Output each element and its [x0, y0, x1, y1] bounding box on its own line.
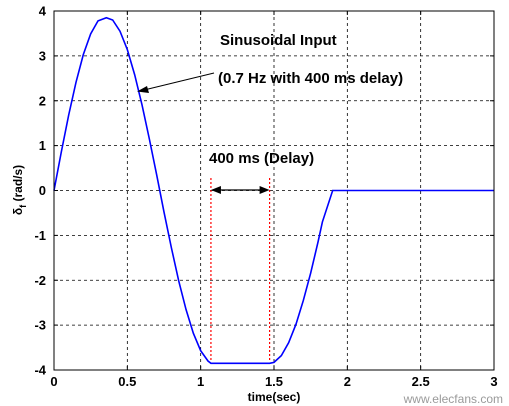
delay-markers: [210, 178, 271, 362]
annotation-arrow-head: [137, 86, 149, 93]
x-tick-label: 0: [50, 374, 57, 389]
x-axis-label: time(sec): [248, 390, 301, 404]
delay-label: 400 ms (Delay): [209, 150, 314, 167]
axes-box: [53, 10, 495, 371]
x-tick-label: 1: [197, 374, 204, 389]
y-axis-label-delta: δ: [11, 208, 25, 215]
y-tick-label: 4: [39, 4, 47, 19]
y-tick-label: 2: [39, 93, 46, 108]
x-tick-label: 3: [490, 374, 497, 389]
x-tick-label: 2: [344, 374, 351, 389]
annotation-arrow-line: [139, 72, 215, 92]
x-tick-label: 2.5: [412, 374, 430, 389]
y-tick-label: -3: [34, 318, 46, 333]
y-tick-label: -4: [34, 363, 46, 378]
y-ticks: 4 3 2 1 0 -1 -2 -3 -4: [34, 4, 494, 378]
delay-arrow-head-right: [259, 186, 270, 194]
y-tick-label: 0: [39, 183, 46, 198]
annotation-title: Sinusoidal Input: [220, 32, 337, 49]
series-line: [53, 16, 494, 365]
annotation-detail: (0.7 Hz with 400 ms delay): [218, 70, 403, 87]
y-tick-label: 1: [39, 138, 46, 153]
x-tick-label: 0.5: [118, 374, 136, 389]
delay-arrow-head-left: [210, 186, 221, 194]
y-tick-label: 3: [39, 48, 46, 63]
y-axis-label: δf (rad/s): [11, 165, 28, 215]
y-axis-label-unit: (rad/s): [11, 165, 25, 205]
y-tick-label: -2: [34, 273, 46, 288]
y-axis-label-sub: f: [18, 204, 28, 208]
x-tick-label: 1.5: [265, 374, 283, 389]
watermark: www.elecfans.com: [403, 392, 503, 406]
y-axis-label-text: δf (rad/s): [11, 165, 28, 215]
y-tick-label: -1: [34, 228, 46, 243]
